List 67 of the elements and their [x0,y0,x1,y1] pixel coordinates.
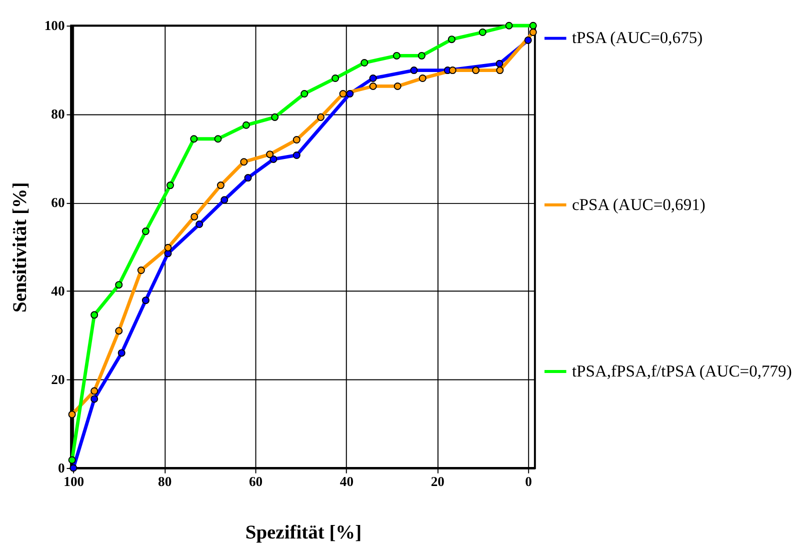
point [164,244,172,252]
point [292,151,300,159]
point [360,59,368,67]
point [270,155,278,163]
y-axis-title: Sensitivität [%] [10,182,31,312]
x-axis-title: Spezifität [%] [245,522,362,544]
point [392,52,400,60]
point [190,212,198,220]
legend-label: cPSA (AUC=0,691) [572,194,706,214]
point [496,60,504,68]
point [90,395,98,403]
point [271,113,279,121]
point [242,121,250,129]
point [142,296,150,304]
point [292,136,300,144]
point [524,36,532,44]
point [529,28,537,36]
point [220,196,228,204]
point [346,90,354,98]
point [196,220,204,228]
y-tick-label: 40 [51,283,65,298]
point [115,281,123,289]
point [115,327,123,335]
y-tick-label: 20 [51,372,65,387]
y-tick-label: 60 [51,194,65,210]
point [448,36,456,44]
point [418,74,426,82]
point [478,28,486,36]
x-tick-label: 40 [340,474,354,489]
point [394,82,402,90]
point [339,90,347,98]
y-tick-label: 0 [58,460,65,476]
point [118,349,126,357]
point [369,82,377,90]
point [68,456,76,464]
point [410,66,418,74]
y-tick-label: 100 [44,18,65,33]
point [317,113,325,121]
point [369,74,377,82]
point [418,52,426,60]
point [137,266,145,274]
y-tick-label: 80 [51,106,65,122]
point [166,182,174,190]
x-tick-label: 0 [525,474,532,489]
point [472,66,480,74]
point [68,410,76,418]
legend-label: tPSA (AUC=0,675) [572,28,703,48]
point [448,66,456,74]
point [90,387,98,395]
point [332,74,340,82]
x-tick-label: 20 [430,474,445,489]
point [90,311,98,319]
point [266,150,274,158]
point [216,182,224,190]
point [529,22,537,30]
point [142,228,150,236]
point [505,22,513,30]
point [300,90,308,98]
point [496,66,504,74]
legend-label: tPSA,fPSA,f/tPSA (AUC=0,779) [572,361,792,380]
x-tick-label: 60 [248,474,263,489]
x-tick-label: 100 [64,474,84,489]
point [214,135,222,143]
point [244,174,252,182]
point [240,158,248,166]
x-tick-label: 80 [158,474,172,489]
point [190,135,198,143]
